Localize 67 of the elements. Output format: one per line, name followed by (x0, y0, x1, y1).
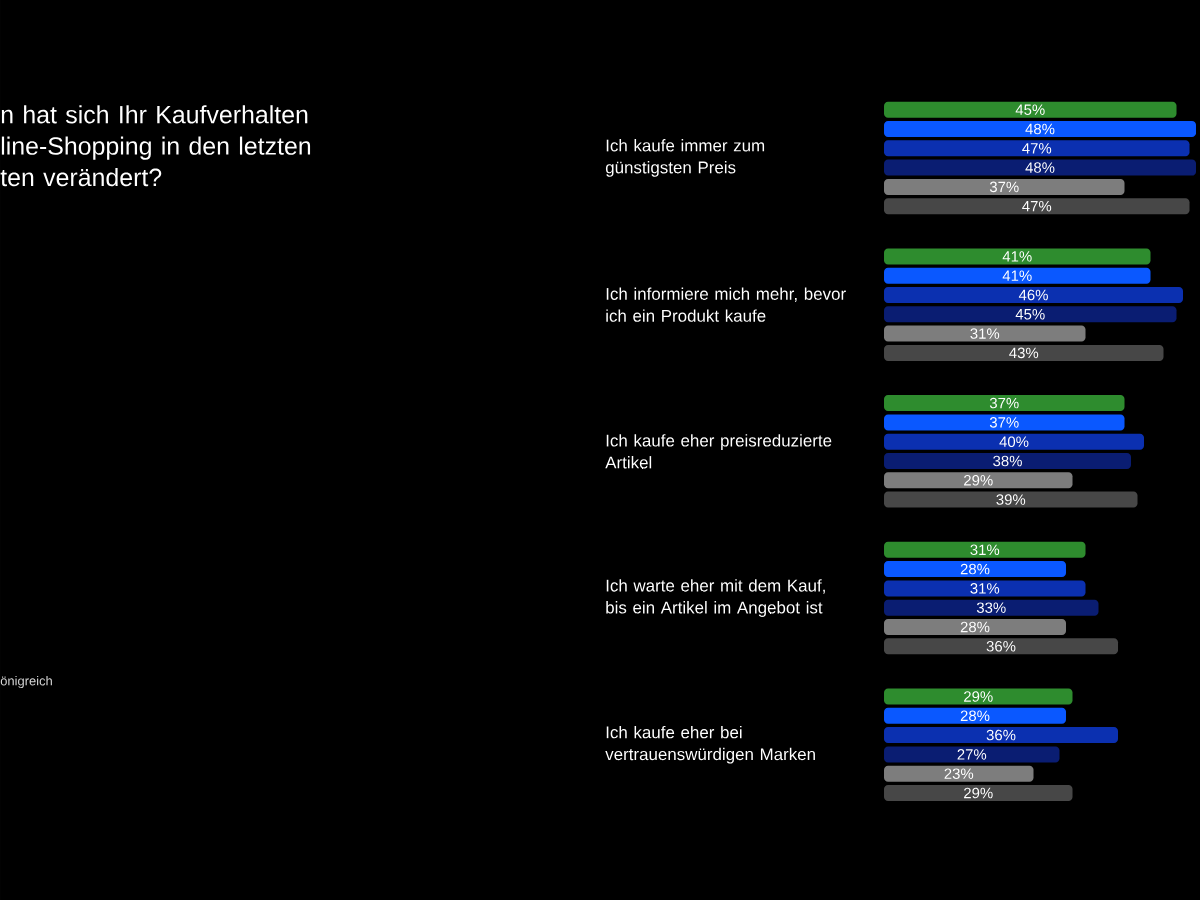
y-tick-label: Ich kaufe eher preisreduzierte Artikel (605, 434, 832, 469)
bar (884, 325, 1086, 342)
data-label: 48% (1025, 123, 1055, 135)
bar (884, 414, 1125, 431)
data-label: 37% (989, 397, 1019, 409)
data-label: 23% (944, 768, 974, 779)
bar (884, 688, 1073, 705)
bar (884, 541, 1086, 558)
data-label: 28% (960, 621, 990, 633)
bar (884, 159, 1197, 176)
bar (884, 599, 1099, 616)
bar (884, 198, 1190, 215)
data-label: 36% (986, 729, 1016, 741)
y-tick-label: Ich informiere mich mehr, bevor ich ein Produkt kaufe (606, 287, 846, 322)
data-label: 27% (957, 749, 987, 760)
bar (884, 433, 1145, 450)
data-label: 48% (1025, 162, 1055, 173)
bar (884, 638, 1119, 655)
y-tick-label: Ich kaufe immer zum günstigsten Preis (605, 139, 765, 177)
data-label: 47% (1022, 200, 1052, 212)
bar (884, 306, 1177, 323)
bar (884, 746, 1060, 763)
bar (884, 784, 1073, 801)
bar (884, 120, 1197, 137)
data-label: 47% (1022, 143, 1052, 154)
bar (884, 618, 1067, 635)
bar (884, 286, 1184, 303)
y-tick-label: Ich warte eher mit dem Kauf, bis ein Artikel im Angebot ist (606, 579, 825, 617)
data-label: 38% (993, 455, 1022, 467)
data-label: 28% (960, 563, 990, 575)
bar (884, 472, 1073, 489)
y-tick-label: Ich kaufe eher bei vertrauenswürdigen Marken (605, 725, 815, 764)
data-label: 43% (1009, 347, 1039, 359)
data-label: 39% (996, 494, 1026, 505)
data-label: 33% (976, 602, 1006, 613)
data-label: 28% (960, 710, 990, 722)
data-label: 31% (970, 328, 1000, 339)
data-label: 37% (989, 181, 1019, 193)
bar (884, 707, 1067, 724)
data-label: 37% (989, 417, 1019, 428)
bar (884, 140, 1190, 157)
data-label: 36% (986, 640, 1016, 652)
data-label: 46% (1018, 289, 1048, 301)
bar (884, 452, 1132, 469)
text: n hat sich Ihr Kaufverhalten line-Shopping in den letzten ten verändert? (0, 105, 311, 187)
bar (884, 178, 1125, 195)
bar (884, 491, 1138, 508)
data-label: 29% (964, 474, 993, 486)
bar (884, 248, 1151, 265)
data-label: 41% (1002, 251, 1032, 262)
bar (884, 267, 1151, 284)
text: önigreich (0, 675, 52, 689)
data-label: 29% (964, 691, 993, 702)
data-label: 40% (999, 436, 1029, 447)
bar (884, 580, 1086, 597)
bar (884, 344, 1164, 361)
data-label: 45% (1015, 104, 1045, 115)
bar (884, 395, 1125, 412)
data-label: 31% (970, 583, 1000, 594)
data-label: 29% (964, 787, 993, 799)
data-label: 41% (1002, 270, 1032, 281)
bar (884, 561, 1067, 578)
data-label: 31% (970, 544, 1000, 556)
data-label: 45% (1015, 309, 1045, 320)
bar (884, 727, 1119, 744)
bar (884, 765, 1034, 782)
bar (884, 101, 1177, 118)
